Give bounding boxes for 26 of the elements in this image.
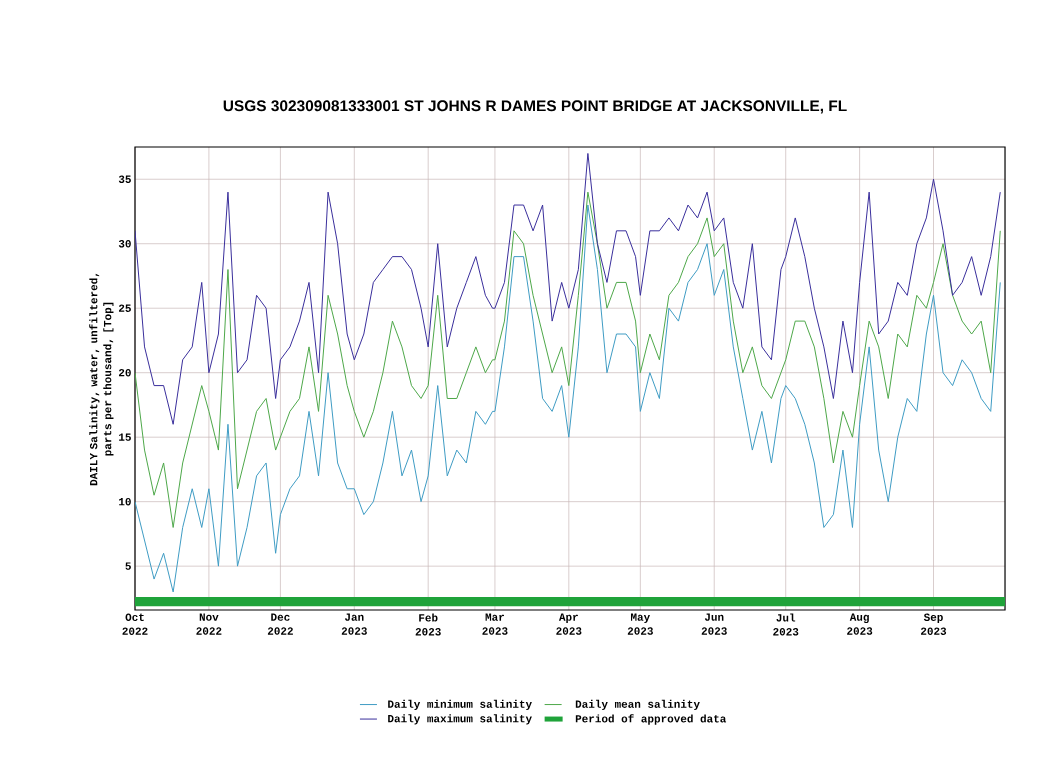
y-tick-label: 20 — [118, 368, 131, 377]
x-tick-label: Jun 2023 — [701, 613, 727, 635]
y-tick-label: 15 — [119, 433, 131, 441]
x-tick-label: Apr 2023 — [556, 613, 582, 635]
y-tick-label: 25 — [118, 304, 131, 312]
x-tick-label: Feb 2023 — [415, 613, 441, 636]
x-tick-label: Sep 2023 — [921, 613, 947, 635]
legend-label: Daily mean salinity — [575, 699, 700, 711]
x-tick-label: May 2023 — [627, 613, 653, 635]
x-tick-label: Dec 2022 — [267, 613, 293, 635]
legend-label: Daily minimum salinity — [388, 699, 532, 711]
legend-label: Period of approved data — [575, 714, 727, 725]
x-tick-label: Nov 2022 — [196, 613, 222, 635]
x-tick-label: Jan 2023 — [341, 613, 367, 635]
x-tick-label: Oct 2022 — [122, 613, 148, 635]
y-tick-label: 35 — [118, 175, 131, 183]
y-tick-label: 5 — [125, 562, 131, 570]
y-axis-title: DAILY Salinity, water, unfiltered, parts per thousand, [Top] — [89, 273, 114, 486]
y-tick-label: 30 — [118, 240, 131, 248]
x-tick-label: Aug 2023 — [847, 613, 873, 635]
x-tick-label: Mar 2023 — [482, 613, 508, 635]
legend-label: Daily maximum salinity — [388, 714, 532, 725]
y-tick-label: 10 — [119, 497, 131, 506]
x-tick-label: Jul 2023 — [773, 613, 799, 636]
line-series — [135, 152, 1001, 425]
chart-title: USGS 302309081333001 ST JOHNS R DAMES POINT BRIDGE AT JACKSONVILLE, FL — [223, 100, 847, 114]
